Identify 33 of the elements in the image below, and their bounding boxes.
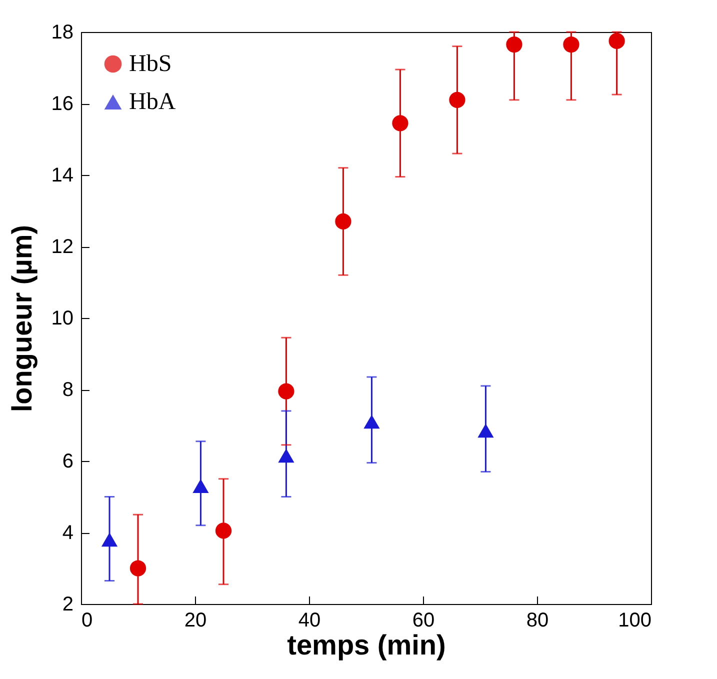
y-tick-label: 16 xyxy=(51,93,74,115)
x-tick-label: 80 xyxy=(526,610,549,632)
point xyxy=(278,448,294,463)
point xyxy=(449,92,466,108)
y-tick-label: 2 xyxy=(62,594,74,616)
y-tick-label: 10 xyxy=(51,308,74,330)
point xyxy=(130,560,146,576)
x-tick-label: 0 xyxy=(82,610,93,632)
y-tick-label: 6 xyxy=(62,450,74,472)
point xyxy=(335,213,352,230)
point xyxy=(392,115,408,132)
x-tick-label: 40 xyxy=(298,610,321,632)
y-tick-label: 18 xyxy=(51,22,74,44)
point xyxy=(101,532,118,547)
x-axis-title: temps (min) xyxy=(287,630,446,660)
x-tick-label: 60 xyxy=(412,610,435,632)
point xyxy=(215,522,232,539)
legend-label: HbA xyxy=(129,89,176,115)
point xyxy=(364,414,380,429)
x-tick-label: 100 xyxy=(618,610,652,632)
point xyxy=(192,479,209,494)
point xyxy=(278,383,294,400)
point xyxy=(506,36,522,53)
point xyxy=(608,32,625,49)
x-tick-label: 20 xyxy=(184,610,207,632)
legend-label: HbS xyxy=(129,51,172,77)
y-tick-label: 8 xyxy=(62,379,74,401)
y-tick-label: 4 xyxy=(62,522,74,544)
y-tick-label: 14 xyxy=(51,164,74,186)
point xyxy=(563,36,580,53)
y-tick-label: 12 xyxy=(51,236,74,258)
y-axis-title: longueur (µm) xyxy=(6,224,38,412)
point xyxy=(478,424,494,438)
